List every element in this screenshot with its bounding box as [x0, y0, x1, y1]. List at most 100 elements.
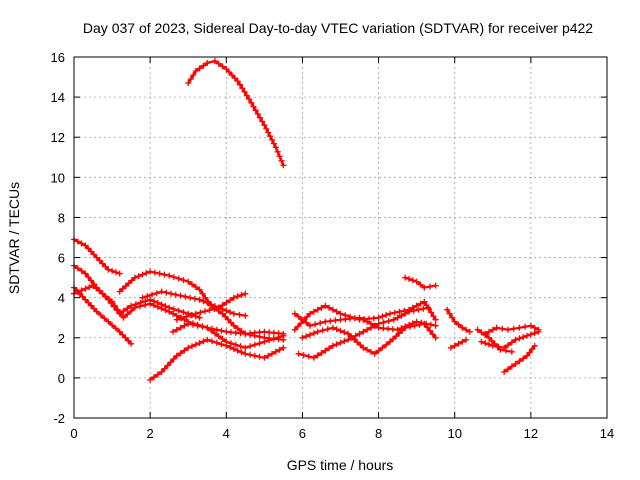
y-tick-label: 4: [58, 291, 65, 306]
data-point-marker: [120, 308, 127, 314]
data-point-marker: [329, 342, 336, 349]
data-point-marker: [230, 346, 237, 352]
data-point-marker: [354, 339, 361, 346]
data-point-marker: [394, 326, 401, 333]
data-point-marker: [478, 329, 485, 336]
data-point-marker: [505, 326, 511, 333]
data-point-marker: [202, 294, 209, 301]
data-point-marker: [383, 312, 390, 318]
data-point-marker: [265, 352, 272, 359]
y-tick-label: 16: [51, 50, 65, 65]
data-point-marker: [128, 302, 135, 309]
data-point-marker: [139, 271, 146, 278]
data-point-marker: [314, 306, 321, 313]
data-point-marker: [182, 293, 189, 300]
data-point-marker: [228, 319, 234, 326]
series-line: [503, 344, 536, 373]
data-point-marker: [120, 314, 127, 321]
data-point-marker: [200, 62, 207, 69]
data-point-marker: [360, 328, 367, 335]
data-point-marker: [399, 327, 406, 334]
data-point-marker: [177, 324, 184, 331]
data-point-marker: [181, 322, 188, 329]
data-point-marker: [341, 338, 348, 345]
grid: [74, 57, 607, 418]
data-point-marker: [402, 274, 409, 281]
data-point-marker: [375, 314, 382, 321]
data-point-marker: [230, 322, 237, 329]
data-point-marker: [238, 349, 245, 356]
data-point-marker: [463, 326, 470, 333]
series-track-01: [185, 58, 287, 169]
data-point-marker: [204, 336, 211, 343]
data-point-marker: [276, 346, 283, 353]
data-point-marker: [175, 307, 182, 314]
data-point-marker: [387, 310, 393, 317]
data-point-marker: [227, 297, 234, 304]
data-point-marker: [99, 260, 106, 267]
data-point-marker: [531, 342, 538, 349]
data-point-marker: [326, 304, 333, 311]
series-track-11: [291, 298, 439, 333]
data-point-marker: [307, 322, 313, 329]
data-point-marker: [82, 285, 89, 292]
data-point-marker: [333, 341, 340, 348]
series-line: [72, 286, 133, 345]
data-point-marker: [223, 66, 230, 72]
data-point-marker: [531, 330, 538, 337]
data-point-marker: [488, 337, 495, 344]
data-point-marker: [90, 282, 96, 289]
data-point-marker: [166, 308, 173, 315]
data-point-marker: [459, 324, 466, 331]
data-point-marker: [85, 245, 92, 252]
data-point-marker: [175, 275, 182, 282]
data-point-marker: [413, 318, 420, 325]
data-point-marker: [396, 308, 403, 315]
y-tick-label: 6: [58, 251, 65, 266]
data-point-marker: [375, 320, 382, 327]
data-point-marker: [455, 321, 462, 328]
data-point-marker: [272, 348, 279, 355]
data-point-marker: [272, 144, 279, 151]
data-point-marker: [228, 340, 234, 347]
series-track-19: [482, 322, 542, 337]
y-tick-labels: -2 0 2 4 6 8 10 12 14 16: [51, 50, 65, 426]
data-point-marker: [420, 305, 427, 312]
data-point-marker: [486, 341, 492, 348]
data-point-marker: [432, 322, 439, 329]
data-point-marker: [294, 323, 301, 330]
data-point-marker: [187, 294, 194, 301]
data-point-marker: [356, 314, 363, 321]
data-point-marker: [128, 277, 135, 284]
data-point-marker: [170, 310, 176, 317]
series-track-09: [147, 336, 287, 383]
data-point-marker: [333, 308, 340, 315]
data-point-marker: [385, 318, 392, 325]
data-point-marker: [196, 286, 203, 293]
data-point-marker: [535, 326, 542, 333]
data-point-marker: [375, 347, 382, 354]
data-point-marker: [337, 339, 344, 346]
data-point-marker: [297, 320, 304, 327]
data-point-marker: [505, 366, 511, 373]
y-tick-label: 0: [58, 371, 65, 386]
data-point-marker: [371, 322, 378, 329]
data-point-marker: [409, 304, 416, 311]
data-point-marker: [356, 330, 363, 337]
data-point-marker: [406, 308, 412, 315]
data-point-marker: [199, 323, 206, 330]
data-point-marker: [125, 337, 132, 344]
data-point-marker: [466, 328, 473, 335]
data-point-marker: [516, 335, 523, 342]
data-point-marker: [393, 333, 400, 340]
data-point-marker: [524, 352, 530, 359]
data-point-marker: [105, 296, 112, 302]
data-point-marker: [74, 238, 81, 245]
x-axis-label: GPS time / hours: [287, 457, 394, 473]
data-point-marker: [185, 344, 192, 351]
series-track-20: [501, 342, 538, 375]
data-point-marker: [149, 291, 155, 298]
data-point-marker: [93, 308, 100, 315]
data-point-marker: [78, 240, 85, 247]
data-point-marker: [310, 330, 317, 337]
